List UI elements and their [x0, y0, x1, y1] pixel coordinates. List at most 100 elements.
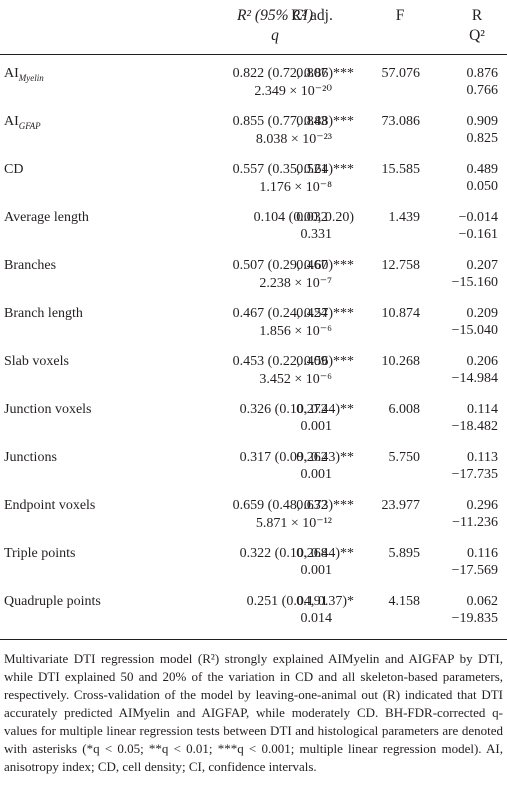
f-value: 23.977 [381, 498, 421, 513]
row-label: Junction voxels [4, 402, 92, 417]
r2-ci-value: 0.322 (0.10, 0.44)** [239, 546, 354, 561]
header-r2: R² (95% CI) [236, 7, 314, 24]
r-value: 0.207 [466, 258, 499, 273]
bottom-rule [0, 639, 507, 640]
table-row: Junction voxels 0.326 (0.10, 0.44)** 0.001… [0, 394, 507, 442]
q2-value: −18.482 [451, 419, 498, 434]
r-value: 0.113 [467, 450, 498, 465]
r2-ci-value: 0.317 (0.09, 0.43)** [239, 450, 354, 465]
r2-adj-value: 0.521 [296, 162, 328, 177]
r2-ci-value: 0.104 (0.00, 0.20) [253, 210, 354, 225]
r-value: 0.296 [466, 498, 499, 513]
r2-adj-value: 0.032 [296, 210, 328, 225]
r-value: 0.116 [467, 546, 498, 561]
header-r2-ci: R² (95% CI) q [190, 6, 360, 46]
table-row: AIGFAP 0.855 (0.77, 0.88)*** 8.038 × 10⁻²³… [0, 106, 507, 154]
r-value: 0.876 [466, 66, 499, 81]
r-value: 0.206 [466, 354, 499, 369]
q-value: 0.001 [300, 563, 333, 578]
r2-adj-value: 0.268 [296, 546, 328, 561]
table-row: Average length 0.104 (0.00, 0.20) 0.331 0.0… [0, 202, 507, 250]
row-label: Branches [4, 258, 57, 273]
row-label: CD [4, 162, 24, 177]
r2-ci-value: 0.467 (0.24, 0.57)*** [232, 306, 354, 321]
q-value: 8.038 × 10⁻²³ [255, 132, 332, 147]
q-value: 1.856 × 10⁻⁶ [259, 324, 332, 339]
f-value: 15.585 [381, 162, 421, 177]
row-label: Triple points [4, 546, 76, 561]
q-value: 0.001 [300, 467, 333, 482]
header-r: R [471, 7, 483, 24]
row-label: Average length [4, 210, 89, 225]
q2-value: −17.735 [451, 467, 498, 482]
q-value: 3.452 × 10⁻⁶ [259, 372, 332, 387]
table-row: Branches 0.507 (0.29, 0.60)*** 2.238 × 10⁻… [0, 250, 507, 298]
table-row: Slab voxels 0.453 (0.22, 0.56)*** 3.452 × … [0, 346, 507, 394]
r2-ci-value: 0.855 (0.77, 0.88)*** [232, 114, 354, 129]
row-label-subscript: Myelin [18, 72, 44, 83]
q2-value: −14.984 [451, 371, 498, 386]
r2-adj-value: 0.409 [296, 354, 328, 369]
r-value: 0.062 [466, 594, 499, 609]
f-value: 6.008 [388, 402, 421, 417]
r2-ci-value: 0.659 (0.48, 0.73)*** [232, 498, 354, 513]
f-value: 4.158 [388, 594, 421, 609]
r-value: 0.209 [466, 306, 499, 321]
r2-ci-value: 0.453 (0.22, 0.56)*** [232, 354, 354, 369]
table-row: CD 0.557 (0.35, 0.64)*** 1.176 × 10⁻⁸ 0.521… [0, 154, 507, 202]
q-value: 2.238 × 10⁻⁷ [259, 276, 332, 291]
r-value: −0.014 [458, 210, 498, 225]
f-value: 5.750 [388, 450, 421, 465]
header-r-q2: R Q² [452, 6, 502, 46]
table-row: Junctions 0.317 (0.09, 0.43)** 0.001 0.262 5… [0, 442, 507, 490]
row-label: Endpoint voxels [4, 498, 96, 513]
table-row: Triple points 0.322 (0.10, 0.44)** 0.001 0.… [0, 538, 507, 586]
f-value: 73.086 [381, 114, 421, 129]
row-label: Quadruple points [4, 594, 101, 609]
q2-value: 0.050 [466, 179, 499, 194]
f-value: 12.758 [381, 258, 421, 273]
r2-adj-value: 0.632 [296, 498, 328, 513]
q2-value: −17.569 [451, 563, 498, 578]
q-value: 0.014 [300, 611, 333, 626]
q2-value: −11.236 [452, 515, 498, 530]
r2-adj-value: 0.272 [296, 402, 328, 417]
f-value: 57.076 [381, 66, 421, 81]
header-r2-adj: R² adj. [291, 7, 333, 24]
row-label: AIGFAP [4, 114, 41, 131]
q2-value: −19.835 [451, 611, 498, 626]
r2-adj-value: 0.807 [296, 66, 328, 81]
table-row: Endpoint voxels 0.659 (0.48, 0.73)*** 5.87… [0, 490, 507, 538]
header-rule [0, 54, 507, 55]
table-row: Branch length 0.467 (0.24, 0.57)*** 1.856 … [0, 298, 507, 346]
row-label: AIMyelin [4, 66, 44, 83]
header-q: q [271, 27, 279, 44]
header-q2: Q² [469, 27, 485, 44]
row-label-subscript: GFAP [18, 120, 41, 131]
q-value: 2.349 × 10⁻²⁰ [254, 84, 332, 99]
r2-adj-value: 0.191 [296, 594, 328, 609]
q-value: 0.331 [300, 227, 333, 242]
r2-ci-value: 0.326 (0.10, 0.44)** [239, 402, 354, 417]
q-value: 0.001 [300, 419, 333, 434]
r-value: 0.909 [466, 114, 499, 129]
table-caption: Multivariate DTI regression model (R²) s… [4, 651, 503, 774]
r2-adj-value: 0.843 [296, 114, 328, 129]
row-label: Branch length [4, 306, 83, 321]
header-f: F [395, 7, 405, 24]
q2-value: 0.766 [466, 83, 499, 98]
f-value: 5.895 [388, 546, 421, 561]
r2-ci-value: 0.822 (0.72, 0.86)*** [232, 66, 354, 81]
table-row: AIMyelin 0.822 (0.72, 0.86)*** 2.349 × 10⁻… [0, 58, 507, 106]
f-value: 10.268 [381, 354, 421, 369]
r2-ci-value: 0.251 (0.04, 0.37)* [246, 594, 354, 609]
q2-value: −0.161 [458, 227, 498, 242]
r2-adj-value: 0.262 [296, 450, 328, 465]
q-value: 5.871 × 10⁻¹² [255, 516, 332, 531]
q-value: 1.176 × 10⁻⁸ [259, 180, 332, 195]
r2-ci-value: 0.557 (0.35, 0.64)*** [232, 162, 354, 177]
q2-value: −15.160 [451, 275, 498, 290]
r2-ci-value: 0.507 (0.29, 0.60)*** [232, 258, 354, 273]
row-label: Slab voxels [4, 354, 69, 369]
r-value: 0.489 [466, 162, 499, 177]
